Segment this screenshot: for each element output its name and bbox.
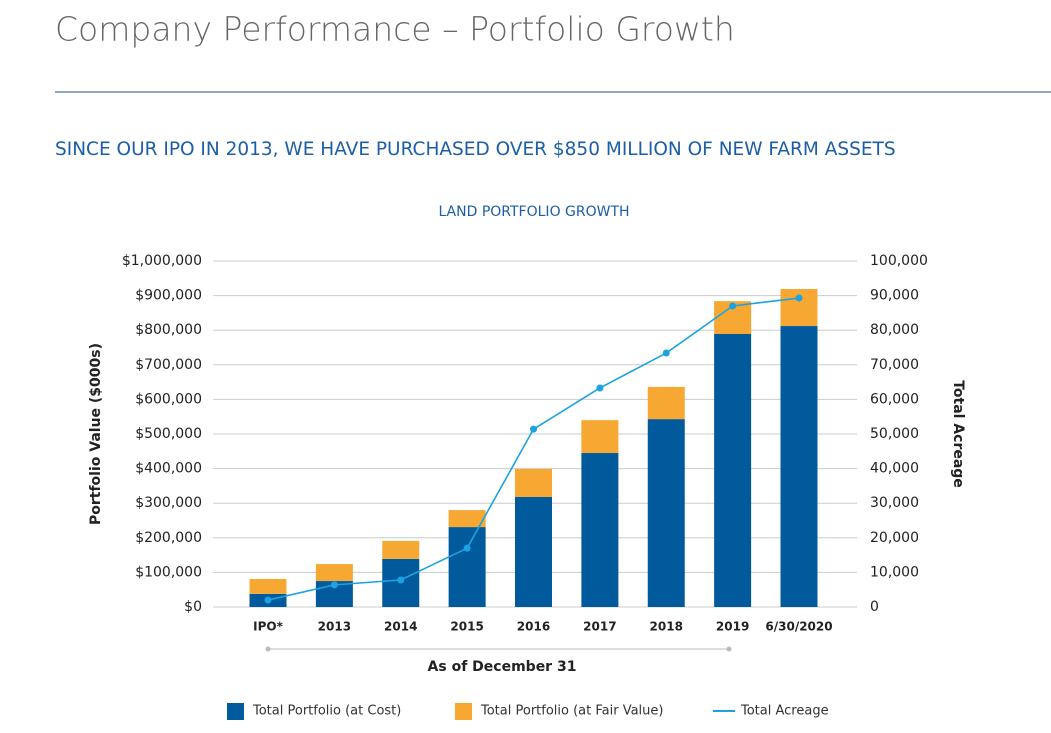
bar-segment bbox=[581, 420, 619, 454]
y2-tick-label: 30,000 bbox=[870, 495, 919, 511]
y2-tick-label: 10,000 bbox=[870, 564, 919, 580]
y2-tick-label: 50,000 bbox=[870, 426, 919, 442]
x-tick-label: 2013 bbox=[318, 620, 351, 634]
acreage-point bbox=[397, 576, 405, 584]
y-tick-label: $300,000 bbox=[135, 495, 202, 511]
y-tick-label: $0 bbox=[184, 599, 202, 615]
bracket-end bbox=[265, 646, 271, 652]
x-tick-label: 2018 bbox=[650, 620, 683, 634]
x-tick-label: 2014 bbox=[384, 620, 417, 634]
bracket-end bbox=[726, 646, 732, 652]
bar-segment bbox=[647, 419, 685, 607]
legend-label: Total Acreage bbox=[740, 704, 829, 719]
x-tick-label: 2017 bbox=[583, 620, 616, 634]
y-tick-label: $100,000 bbox=[135, 564, 202, 580]
acreage-point bbox=[596, 384, 604, 392]
y2-tick-label: 60,000 bbox=[870, 391, 919, 407]
y-axis-label: Portfolio Value ($000s) bbox=[88, 343, 104, 525]
bar-segment bbox=[448, 510, 486, 528]
legend-swatch bbox=[227, 703, 244, 720]
y-tick-label: $700,000 bbox=[135, 357, 202, 373]
x-axis-label: As of December 31 bbox=[428, 659, 577, 675]
page-title: Company Performance – Portfolio Growth bbox=[55, 10, 735, 49]
bar-segment bbox=[581, 453, 619, 607]
y-tick-label: $800,000 bbox=[135, 322, 202, 338]
bar-segment bbox=[647, 386, 685, 420]
y2-tick-label: 0 bbox=[870, 599, 879, 615]
bar-segment bbox=[448, 527, 486, 607]
y2-tick-label: 40,000 bbox=[870, 461, 919, 477]
y2-axis-label: Total Acreage bbox=[950, 380, 966, 488]
x-tick-label: 2015 bbox=[450, 620, 483, 634]
y2-tick-label: 90,000 bbox=[870, 288, 919, 304]
y-tick-label: $1,000,000 bbox=[122, 253, 202, 269]
acreage-point bbox=[463, 544, 471, 552]
y-tick-label: $500,000 bbox=[135, 426, 202, 442]
acreage-point bbox=[330, 581, 338, 589]
y2-tick-label: 100,000 bbox=[870, 253, 928, 269]
chart-title: LAND PORTFOLIO GROWTH bbox=[438, 204, 629, 220]
x-tick-label: IPO* bbox=[253, 620, 283, 634]
y2-tick-label: 70,000 bbox=[870, 357, 919, 373]
y-tick-label: $200,000 bbox=[135, 530, 202, 546]
bar-segment bbox=[780, 326, 818, 607]
acreage-point bbox=[662, 349, 670, 357]
subtitle: SINCE OUR IPO IN 2013, WE HAVE PURCHASED… bbox=[55, 139, 896, 160]
x-tick-label: 2019 bbox=[716, 620, 749, 634]
acreage-point bbox=[530, 425, 537, 433]
bar-segment bbox=[382, 540, 420, 559]
legend-swatch bbox=[455, 703, 472, 720]
y-tick-label: $600,000 bbox=[135, 391, 202, 407]
legend-label: Total Portfolio (at Fair Value) bbox=[480, 704, 663, 719]
y-tick-label: $400,000 bbox=[135, 461, 202, 477]
y-tick-label: $900,000 bbox=[135, 288, 202, 304]
acreage-point bbox=[795, 294, 803, 302]
bar-segment bbox=[515, 468, 552, 497]
x-tick-label: 2016 bbox=[517, 620, 550, 634]
acreage-point bbox=[729, 302, 737, 310]
acreage-point bbox=[264, 596, 272, 604]
bar-segment bbox=[515, 496, 552, 607]
y2-tick-label: 80,000 bbox=[870, 322, 919, 338]
x-tick-label: 6/30/2020 bbox=[765, 620, 832, 634]
bar-segment bbox=[249, 578, 287, 594]
bar-segment bbox=[315, 564, 353, 582]
bar-segment bbox=[714, 334, 752, 607]
y2-tick-label: 20,000 bbox=[870, 530, 919, 546]
legend-label: Total Portfolio (at Cost) bbox=[252, 704, 401, 719]
